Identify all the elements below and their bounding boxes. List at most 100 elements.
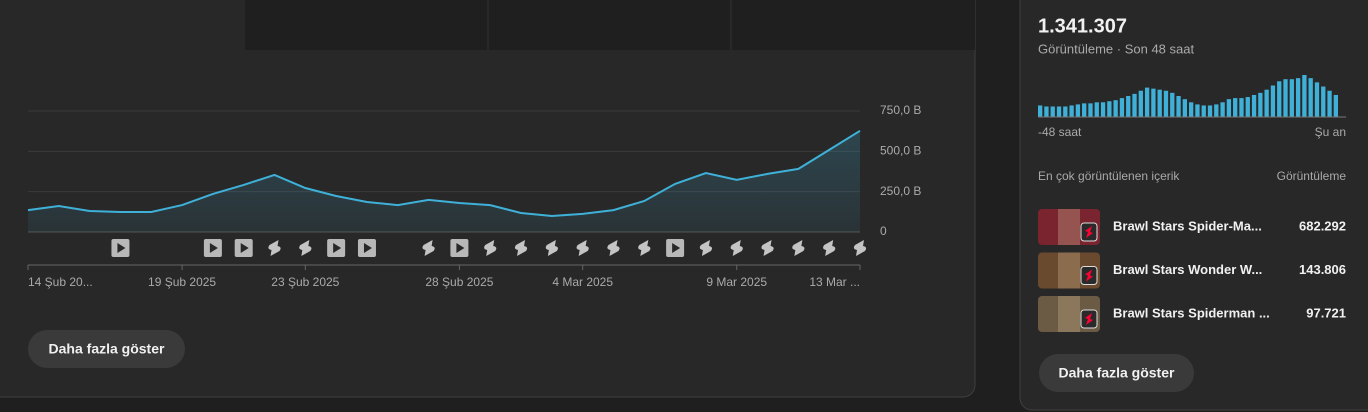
- short-marker[interactable]: [761, 240, 774, 256]
- short-marker[interactable]: [823, 240, 836, 256]
- mini-bar: [1138, 90, 1143, 117]
- short-marker[interactable]: [484, 240, 497, 256]
- video-marker[interactable]: [357, 239, 376, 257]
- mini-bar: [1220, 102, 1225, 117]
- short-marker[interactable]: [576, 240, 589, 256]
- play-icon[interactable]: [209, 243, 218, 253]
- side-card: [1019, 0, 1368, 411]
- mini-bar: [1239, 98, 1244, 117]
- mini-bar: [1126, 96, 1131, 117]
- mini-bar: [1245, 97, 1250, 117]
- short-marker[interactable]: [730, 240, 743, 256]
- y-tick-label: 250,0 B: [880, 184, 921, 198]
- button-label[interactable]: Daha fazla göster: [49, 341, 165, 357]
- x-tick-label: 28 Şub 2025: [425, 275, 493, 289]
- mini-bar: [1201, 105, 1206, 117]
- short-marker[interactable]: [545, 240, 558, 256]
- video-marker[interactable]: [111, 239, 130, 257]
- content-title[interactable]: Brawl Stars Wonder W...: [1113, 262, 1262, 277]
- x-tick-label: 4 Mar 2025: [552, 275, 613, 289]
- mini-bar: [1195, 104, 1200, 117]
- play-icon[interactable]: [672, 243, 681, 253]
- content-row[interactable]: Brawl Stars Spiderman ... 97.721: [1038, 296, 1346, 332]
- total-views: 1.341.307: [1038, 15, 1127, 37]
- mini-bar: [1119, 98, 1125, 117]
- x-tick-label: 13 Mar ...: [809, 275, 860, 289]
- mini-bar: [1270, 85, 1276, 117]
- play-icon[interactable]: [456, 243, 465, 253]
- play-icon[interactable]: [333, 243, 342, 253]
- mini-bar: [1189, 102, 1194, 117]
- mini-bar: [1132, 93, 1137, 117]
- mini-bar: [1264, 89, 1269, 117]
- mini-bar: [1094, 102, 1099, 117]
- mini-bar: [1163, 90, 1169, 117]
- mini-bar: [1258, 92, 1263, 117]
- shorts-badge-icon[interactable]: [1085, 269, 1093, 282]
- y-tick-label: 500,0 B: [880, 144, 921, 158]
- short-marker[interactable]: [792, 240, 805, 256]
- mini-bar: [1038, 105, 1043, 117]
- mini-bar: [1157, 89, 1162, 117]
- x-tick-label: 14 Şub 20...: [28, 275, 93, 289]
- thumbnail-inner[interactable]: [1058, 209, 1080, 245]
- content-title[interactable]: Brawl Stars Spider-Ma...: [1113, 218, 1262, 233]
- short-marker[interactable]: [638, 240, 651, 256]
- play-icon[interactable]: [240, 243, 249, 253]
- content-views[interactable]: 97.721: [1306, 305, 1346, 320]
- content-title[interactable]: Brawl Stars Spiderman ...: [1113, 305, 1270, 320]
- mini-bar: [1176, 96, 1181, 117]
- content-row[interactable]: Brawl Stars Spider-Ma... 682.292: [1038, 209, 1346, 245]
- mini-bar: [1100, 102, 1106, 117]
- x-tick-label: 9 Mar 2025: [706, 275, 767, 289]
- video-marker[interactable]: [450, 239, 469, 257]
- start-label: -48 saat: [1038, 125, 1082, 139]
- list-value-header: Görüntüleme: [1277, 169, 1347, 183]
- mini-bar: [1314, 82, 1320, 117]
- mini-bar: [1063, 106, 1068, 117]
- short-marker[interactable]: [422, 240, 435, 256]
- short-marker[interactable]: [268, 240, 281, 256]
- mini-bar: [1333, 94, 1338, 117]
- mini-bar: [1044, 106, 1049, 117]
- content-row[interactable]: Brawl Stars Wonder W... 143.806: [1038, 252, 1346, 289]
- shorts-badge-icon[interactable]: [1085, 226, 1093, 238]
- thumbnail-inner[interactable]: [1058, 296, 1080, 332]
- side-button[interactable]: Daha fazla göster: [1039, 354, 1194, 392]
- short-marker[interactable]: [607, 240, 620, 256]
- short-marker[interactable]: [299, 240, 312, 256]
- end-label: Şu an: [1315, 125, 1346, 139]
- short-marker[interactable]: [699, 240, 713, 256]
- short-marker[interactable]: [514, 240, 528, 256]
- mini-bar: [1082, 103, 1087, 117]
- main-button[interactable]: Daha fazla göster: [28, 330, 185, 368]
- content-views[interactable]: 143.806: [1299, 262, 1346, 277]
- mini-bar: [1289, 79, 1294, 117]
- mini-bar: [1207, 105, 1213, 117]
- mini-bar: [1233, 98, 1238, 117]
- mini-bar: [1327, 90, 1332, 117]
- content-views[interactable]: 682.292: [1299, 218, 1346, 233]
- button-label[interactable]: Daha fazla göster: [1059, 365, 1175, 381]
- video-marker[interactable]: [234, 239, 253, 257]
- subtitle: Görüntüleme · Son 48 saat: [1038, 41, 1194, 56]
- play-icon[interactable]: [363, 243, 372, 253]
- mini-bar: [1214, 104, 1219, 117]
- play-icon[interactable]: [117, 243, 126, 253]
- mini-bar: [1277, 81, 1282, 117]
- mini-bar: [1170, 92, 1175, 117]
- tabs-area: [245, 0, 975, 50]
- shorts-badge-icon[interactable]: [1085, 313, 1093, 325]
- mini-bar: [1050, 106, 1055, 117]
- mini-bar: [1144, 87, 1150, 117]
- short-marker[interactable]: [853, 240, 867, 256]
- mini-bar: [1283, 79, 1288, 117]
- x-tick-label: 19 Şub 2025: [148, 275, 216, 289]
- video-marker[interactable]: [666, 239, 685, 257]
- thumbnail-inner[interactable]: [1058, 252, 1080, 289]
- video-marker[interactable]: [203, 239, 222, 257]
- mini-bar: [1069, 105, 1074, 117]
- video-marker[interactable]: [327, 239, 346, 257]
- mini-bar: [1295, 78, 1301, 117]
